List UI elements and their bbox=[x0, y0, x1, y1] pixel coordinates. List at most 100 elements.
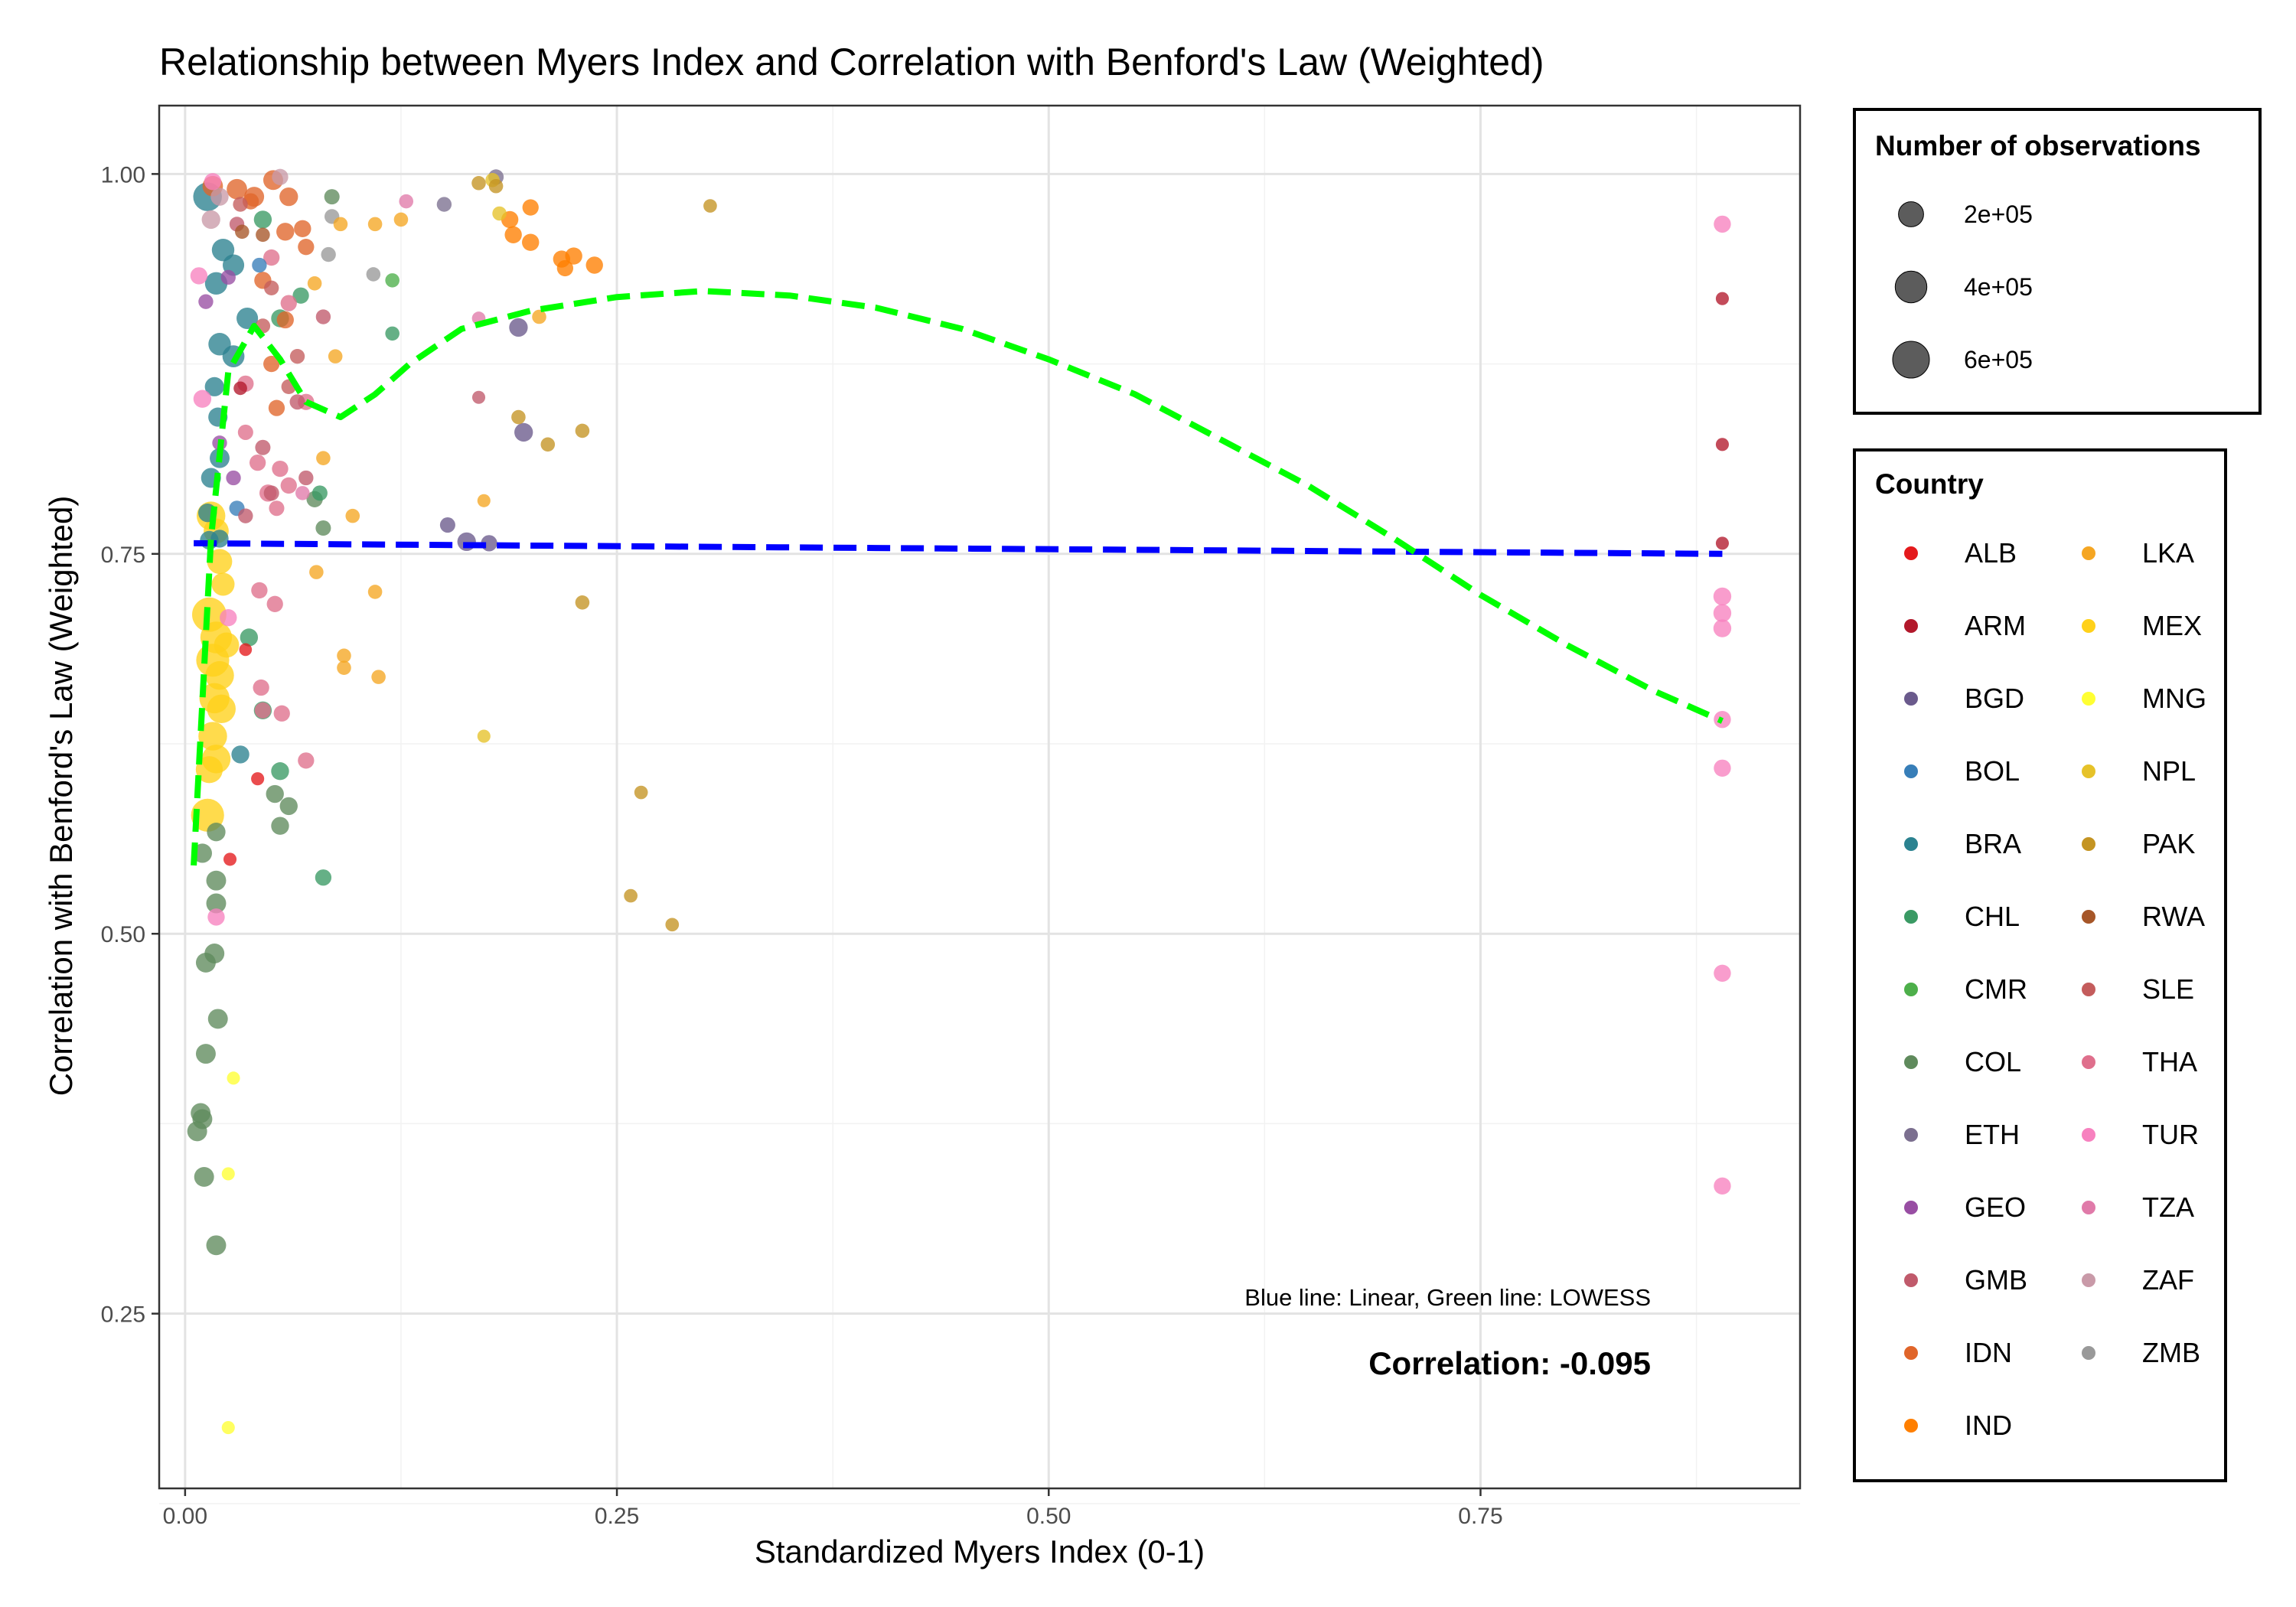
data-point bbox=[575, 423, 590, 438]
country-legend-key bbox=[2082, 837, 2095, 851]
data-point bbox=[221, 1421, 235, 1435]
country-legend-key bbox=[1904, 1419, 1918, 1433]
size-legend-label: 4e+05 bbox=[1964, 273, 2033, 301]
size-legend-title: Number of observations bbox=[1875, 130, 2201, 161]
country-legend-label: BGD bbox=[1965, 683, 2024, 714]
data-point bbox=[385, 273, 400, 288]
data-point bbox=[207, 694, 236, 724]
data-point bbox=[511, 409, 526, 425]
data-point bbox=[532, 309, 546, 324]
data-point bbox=[204, 376, 224, 396]
country-legend-key bbox=[2082, 546, 2095, 560]
data-point bbox=[231, 745, 249, 764]
country-legend-label: THA bbox=[2142, 1046, 2197, 1077]
data-point bbox=[226, 470, 241, 486]
data-point bbox=[345, 508, 360, 523]
data-point bbox=[240, 628, 259, 647]
country-legend-key bbox=[1904, 1128, 1918, 1142]
data-point bbox=[272, 168, 289, 185]
data-point bbox=[272, 460, 289, 478]
data-point bbox=[238, 508, 253, 523]
country-legend-label: BOL bbox=[1965, 755, 2020, 787]
size-legend-label: 2e+05 bbox=[1964, 200, 2033, 228]
size-legend-key bbox=[1894, 270, 1928, 304]
data-point bbox=[210, 187, 229, 206]
data-point bbox=[251, 772, 265, 786]
data-point bbox=[266, 595, 283, 612]
data-point bbox=[1713, 604, 1732, 622]
country-legend-key bbox=[2082, 1273, 2095, 1287]
data-point bbox=[371, 670, 386, 684]
country-legend-key bbox=[1904, 764, 1918, 778]
country-legend-key bbox=[1904, 1273, 1918, 1287]
country-legend-key bbox=[2082, 910, 2095, 924]
data-point bbox=[204, 173, 222, 191]
data-point bbox=[1714, 1177, 1731, 1195]
country-legend-label: CMR bbox=[1965, 973, 2027, 1005]
country-legend-key bbox=[2082, 692, 2095, 706]
data-point bbox=[634, 785, 648, 800]
data-point bbox=[264, 280, 279, 295]
data-point bbox=[295, 486, 310, 500]
data-point bbox=[280, 477, 297, 494]
y-axis-title: Correlation with Benford's Law (Weighted… bbox=[43, 496, 79, 1097]
data-point bbox=[194, 1166, 214, 1187]
data-point bbox=[298, 239, 315, 256]
y-tick-label: 0.25 bbox=[101, 1302, 145, 1328]
data-point bbox=[195, 756, 223, 784]
annotation-lines: Blue line: Linear, Green line: LOWESS bbox=[1244, 1284, 1651, 1311]
size-legend: Number of observations 2e+05 4e+05 6e+05 bbox=[1853, 108, 2262, 415]
x-tick-label: 0.00 bbox=[163, 1504, 207, 1529]
chart-title: Relationship between Myers Index and Cor… bbox=[159, 41, 1544, 83]
data-point bbox=[279, 797, 298, 816]
data-point bbox=[315, 869, 332, 886]
country-legend-label: PAK bbox=[2142, 828, 2195, 859]
country-legend-label: IND bbox=[1965, 1410, 2012, 1441]
data-point bbox=[1713, 587, 1732, 606]
plot-border bbox=[158, 104, 1802, 1490]
data-point bbox=[211, 572, 235, 596]
data-point bbox=[575, 595, 590, 610]
data-point bbox=[665, 918, 680, 932]
data-point bbox=[337, 648, 351, 663]
country-legend-key bbox=[1904, 546, 1918, 560]
data-point bbox=[235, 224, 249, 240]
data-point bbox=[249, 454, 266, 471]
plot-panel bbox=[159, 106, 1800, 1488]
country-legend-label: TZA bbox=[2142, 1191, 2194, 1223]
data-point bbox=[316, 451, 331, 465]
y-tick-label: 1.00 bbox=[101, 162, 145, 187]
data-point bbox=[321, 246, 336, 262]
data-point bbox=[266, 784, 284, 804]
data-point bbox=[190, 267, 208, 285]
annotation-correlation: Correlation: -0.095 bbox=[1368, 1345, 1651, 1381]
data-point bbox=[315, 309, 331, 324]
data-point bbox=[540, 437, 556, 452]
data-point bbox=[366, 267, 381, 282]
country-legend-box bbox=[1853, 448, 2227, 1482]
country-legend-key bbox=[1904, 983, 1918, 996]
data-point bbox=[280, 295, 297, 311]
country-legend-label: ALB bbox=[1965, 537, 2017, 569]
data-point bbox=[239, 643, 253, 657]
country-legend-key bbox=[2082, 1055, 2095, 1069]
size-legend-key bbox=[1898, 201, 1924, 227]
data-point bbox=[279, 187, 298, 207]
country-legend-key bbox=[1904, 910, 1918, 924]
data-point bbox=[315, 520, 331, 536]
data-point bbox=[504, 226, 522, 243]
grid-lines bbox=[159, 106, 1800, 1504]
country-legend-key bbox=[2082, 619, 2095, 633]
country-legend-label: ZAF bbox=[2142, 1264, 2194, 1296]
data-point bbox=[1714, 215, 1731, 233]
data-point bbox=[624, 888, 638, 903]
data-point bbox=[252, 257, 267, 273]
country-legend-label: NPL bbox=[2142, 755, 2196, 787]
data-point bbox=[471, 175, 486, 191]
country-legend-key bbox=[2082, 983, 2095, 996]
data-point bbox=[289, 394, 305, 410]
country-legend-label: GEO bbox=[1965, 1191, 2026, 1223]
data-point bbox=[207, 549, 233, 575]
size-legend-key bbox=[1892, 341, 1930, 379]
